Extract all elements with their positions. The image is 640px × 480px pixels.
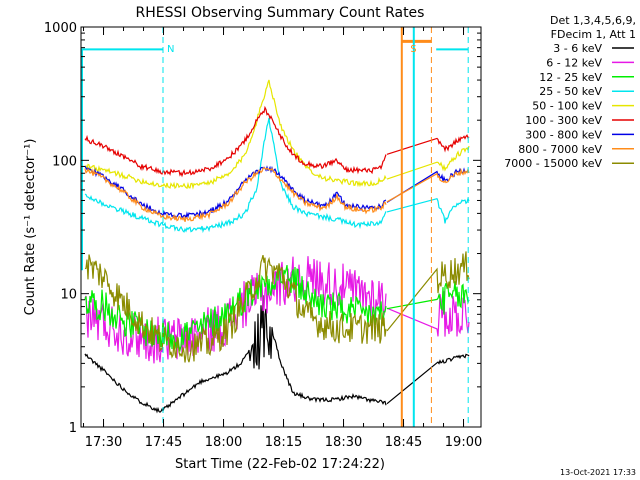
legend-label: 25 - 50 keV (539, 85, 602, 98)
legend-header-line-2: FDecim 1, Att 1 (551, 28, 636, 41)
x-tick-label: 18:00 (205, 435, 242, 450)
x-tick-label: 17:45 (145, 435, 182, 450)
series-line-25-50-kev (386, 196, 470, 224)
series-line-100-300-kev (386, 134, 470, 155)
night-interval-line (81, 48, 163, 271)
y-tick-label: 1000 (44, 21, 77, 36)
series-line-7000-15000-kev (84, 254, 387, 363)
plot-frame (80, 26, 482, 428)
y-axis-label: Count Rate (s⁻¹ detector⁻¹) (23, 139, 38, 316)
marker-label-n: N (167, 44, 174, 55)
series-line-3-6-kev (84, 295, 387, 414)
x-tick-label: 18:30 (325, 435, 362, 450)
y-tick-label: 1 (69, 421, 77, 436)
legend-label: 800 - 7000 keV (518, 143, 602, 156)
marker-label-s: S (410, 44, 416, 55)
chart-title: RHESSI Observing Summary Count Rates (136, 5, 425, 21)
series-line-100-300-kev (84, 105, 387, 178)
footer-date: 13-Oct-2021 17:33 (560, 468, 636, 477)
y-tick-label: 100 (52, 154, 77, 169)
legend-label: 12 - 25 keV (539, 71, 602, 84)
x-tick-label: 18:15 (265, 435, 302, 450)
series-line-800-7000-kev (386, 166, 470, 203)
legend-label: 7000 - 15000 keV (504, 157, 602, 170)
series-line-800-7000-kev (84, 166, 387, 222)
legend-label: 100 - 300 keV (525, 114, 602, 127)
series-line-50-100-kev (84, 79, 387, 190)
x-tick-label: 17:30 (85, 435, 122, 450)
x-tick-label: 19:00 (445, 435, 482, 450)
legend-label: 3 - 6 keV (553, 42, 602, 55)
x-tick-label: 18:45 (385, 435, 422, 450)
series-line-3-6-kev (386, 353, 470, 405)
legend-label: 300 - 800 keV (525, 128, 602, 141)
y-tick-label: 10 (60, 288, 77, 303)
series-line-12-25-kev (386, 281, 470, 315)
legend-header-line-1: Det 1,3,4,5,6,9, (550, 14, 636, 27)
series-line-50-100-kev (386, 145, 470, 180)
legend-label: 50 - 100 keV (532, 100, 602, 113)
legend-label: 6 - 12 keV (546, 56, 602, 69)
x-axis-label: Start Time (22-Feb-02 17:24:22) (175, 457, 385, 472)
series-line-7000-15000-kev (386, 251, 470, 332)
series-line-25-50-kev (84, 117, 387, 234)
series-line-12-25-kev (84, 264, 387, 353)
